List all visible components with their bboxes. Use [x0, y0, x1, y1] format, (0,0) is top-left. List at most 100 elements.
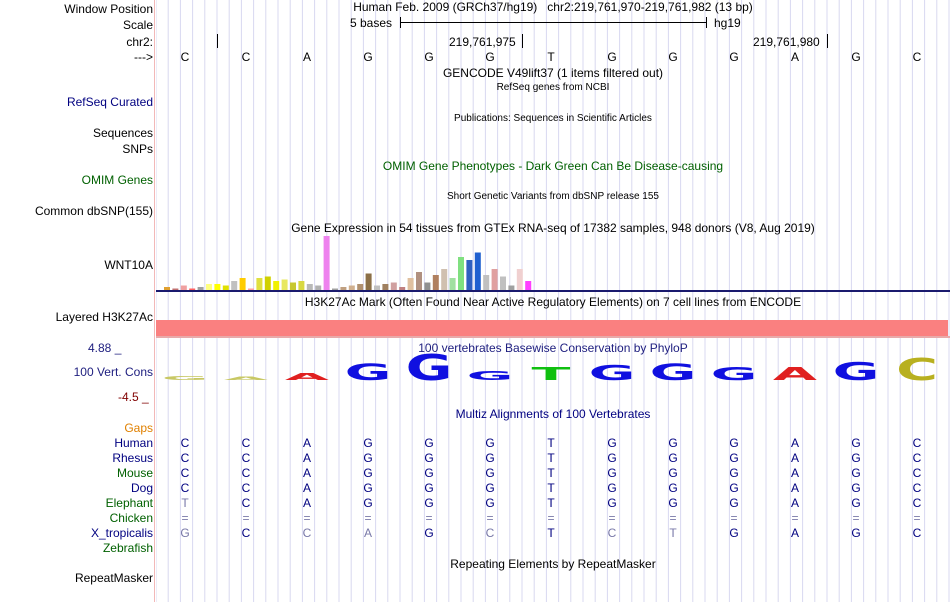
gtex-bar[interactable]: [516, 269, 523, 290]
gtex-bar[interactable]: [483, 275, 490, 290]
gtex-bar[interactable]: [458, 257, 464, 290]
gtex-bar[interactable]: [466, 260, 473, 290]
alignment-base: A: [302, 466, 311, 480]
gtex-bar[interactable]: [348, 285, 355, 291]
alignment-base: T: [547, 496, 555, 510]
species-label[interactable]: Human: [114, 436, 153, 450]
gtex-bar[interactable]: [416, 272, 422, 290]
gtex-bar[interactable]: [197, 287, 204, 290]
alignment-base: C: [241, 451, 251, 465]
species-label[interactable]: Mouse: [116, 466, 153, 480]
rmsk-track-title[interactable]: Repeating Elements by RepeatMasker: [450, 557, 656, 571]
gtex-bar[interactable]: [491, 269, 498, 290]
species-label[interactable]: Zebrafish: [102, 541, 153, 555]
gtex-bar[interactable]: [340, 287, 347, 290]
pubs-track-subtitle[interactable]: Publications: Sequences in Scientific Ar…: [454, 113, 652, 124]
multiz-track-title[interactable]: Multiz Alignments of 100 Vertebrates: [455, 407, 651, 421]
gtex-bar[interactable]: [315, 285, 322, 291]
species-label[interactable]: X_tropicalis: [90, 526, 153, 540]
dbsnp-track-subtitle[interactable]: Short Genetic Variants from dbSNP releas…: [447, 191, 659, 202]
refseq-track-subtitle[interactable]: RefSeq genes from NCBI: [496, 82, 610, 93]
gtex-bar[interactable]: [290, 282, 296, 291]
gtex-bar[interactable]: [323, 236, 330, 290]
pubs-label[interactable]: Sequences: [92, 126, 153, 140]
conservation-letter: G: [467, 369, 514, 382]
cons-label[interactable]: 100 Vert. Cons: [73, 365, 153, 379]
gtex-bar-chart[interactable]: [156, 236, 556, 290]
alignment-base: T: [547, 436, 555, 450]
omim-track-title[interactable]: OMIM Gene Phenotypes - Dark Green Can Be…: [382, 159, 724, 173]
gtex-bar[interactable]: [214, 284, 221, 290]
gtex-bar[interactable]: [281, 279, 288, 291]
omim-label[interactable]: OMIM Genes: [81, 173, 153, 187]
gtex-bar[interactable]: [180, 285, 187, 291]
gtex-bar[interactable]: [374, 285, 380, 291]
gtex-bar[interactable]: [189, 288, 196, 291]
gtex-label[interactable]: WNT10A: [104, 258, 153, 272]
gtex-bar[interactable]: [525, 281, 532, 290]
gtex-bar[interactable]: [172, 288, 179, 291]
gtex-track-title[interactable]: Gene Expression in 54 tissues from GTEx …: [291, 221, 815, 235]
window-position-label: Window Position: [64, 2, 153, 16]
gtex-bar[interactable]: [390, 282, 397, 291]
gtex-bar[interactable]: [332, 288, 338, 291]
gtex-track-divider: [156, 290, 950, 292]
h3k27ac-track-title[interactable]: H3K27Ac Mark (Often Found Near Active Re…: [304, 295, 802, 309]
alignment-base: G: [851, 436, 861, 450]
gtex-bar[interactable]: [298, 281, 305, 290]
alignment-base: C: [180, 481, 190, 495]
species-label[interactable]: Dog: [130, 481, 153, 495]
h3k27ac-signal-band[interactable]: [156, 320, 948, 336]
gtex-bar[interactable]: [399, 287, 406, 290]
species-label[interactable]: Gaps: [124, 421, 153, 435]
base-letter: A: [790, 50, 799, 64]
gtex-bar[interactable]: [424, 282, 431, 291]
cons-track-title[interactable]: 100 vertebrates Basewise Conservation by…: [418, 341, 688, 355]
gtex-bar[interactable]: [508, 285, 515, 291]
alignment-base: T: [547, 526, 555, 540]
gtex-bar[interactable]: [256, 278, 263, 290]
snps-label[interactable]: SNPs: [122, 142, 153, 156]
gtex-bar[interactable]: [500, 276, 506, 291]
alignment-base: C: [912, 481, 922, 495]
conservation-letter: G: [162, 375, 209, 381]
alignment-base: G: [607, 496, 617, 510]
gtex-bar[interactable]: [365, 273, 372, 291]
alignment-base: C: [241, 526, 251, 540]
gtex-bar[interactable]: [382, 284, 389, 290]
gtex-bar[interactable]: [449, 278, 456, 290]
h3k27ac-label[interactable]: Layered H3K27Ac: [55, 310, 153, 324]
scale-text: 5 bases: [350, 16, 393, 30]
gtex-bar[interactable]: [248, 288, 254, 291]
species-label[interactable]: Rhesus: [112, 451, 153, 465]
gencode-track-title[interactable]: GENCODE V49lift37 (1 items filtered out): [442, 66, 664, 80]
refseq-label[interactable]: RefSeq Curated: [66, 95, 153, 109]
alignment-base: G: [729, 466, 739, 480]
gtex-bar[interactable]: [306, 284, 313, 290]
rmsk-label[interactable]: RepeatMasker: [74, 571, 153, 585]
gtex-bar[interactable]: [474, 252, 481, 291]
alignment-base: T: [547, 451, 555, 465]
gtex-bar[interactable]: [239, 278, 246, 290]
alignment-base: G: [363, 466, 373, 480]
alignment-base: =: [242, 511, 250, 525]
gtex-bar[interactable]: [407, 278, 414, 290]
gtex-bar[interactable]: [264, 276, 271, 291]
alignment-base: T: [669, 526, 677, 540]
gtex-bar[interactable]: [231, 281, 238, 290]
alignment-base: G: [851, 526, 861, 540]
conservation-letter: A: [773, 364, 818, 382]
gtex-bar[interactable]: [273, 281, 280, 290]
coord-label-1: 219,761,975: [449, 35, 516, 49]
species-label[interactable]: Chicken: [109, 511, 153, 525]
gtex-bar[interactable]: [441, 269, 448, 290]
gtex-bar[interactable]: [222, 285, 229, 291]
dbsnp-label[interactable]: Common dbSNP(155): [34, 204, 153, 218]
gtex-bar[interactable]: [164, 287, 170, 290]
gtex-bar[interactable]: [206, 284, 212, 290]
conservation-letter: G: [650, 360, 697, 382]
gtex-bar[interactable]: [357, 284, 364, 290]
gtex-bar[interactable]: [432, 275, 439, 290]
species-label[interactable]: Elephant: [105, 496, 153, 510]
